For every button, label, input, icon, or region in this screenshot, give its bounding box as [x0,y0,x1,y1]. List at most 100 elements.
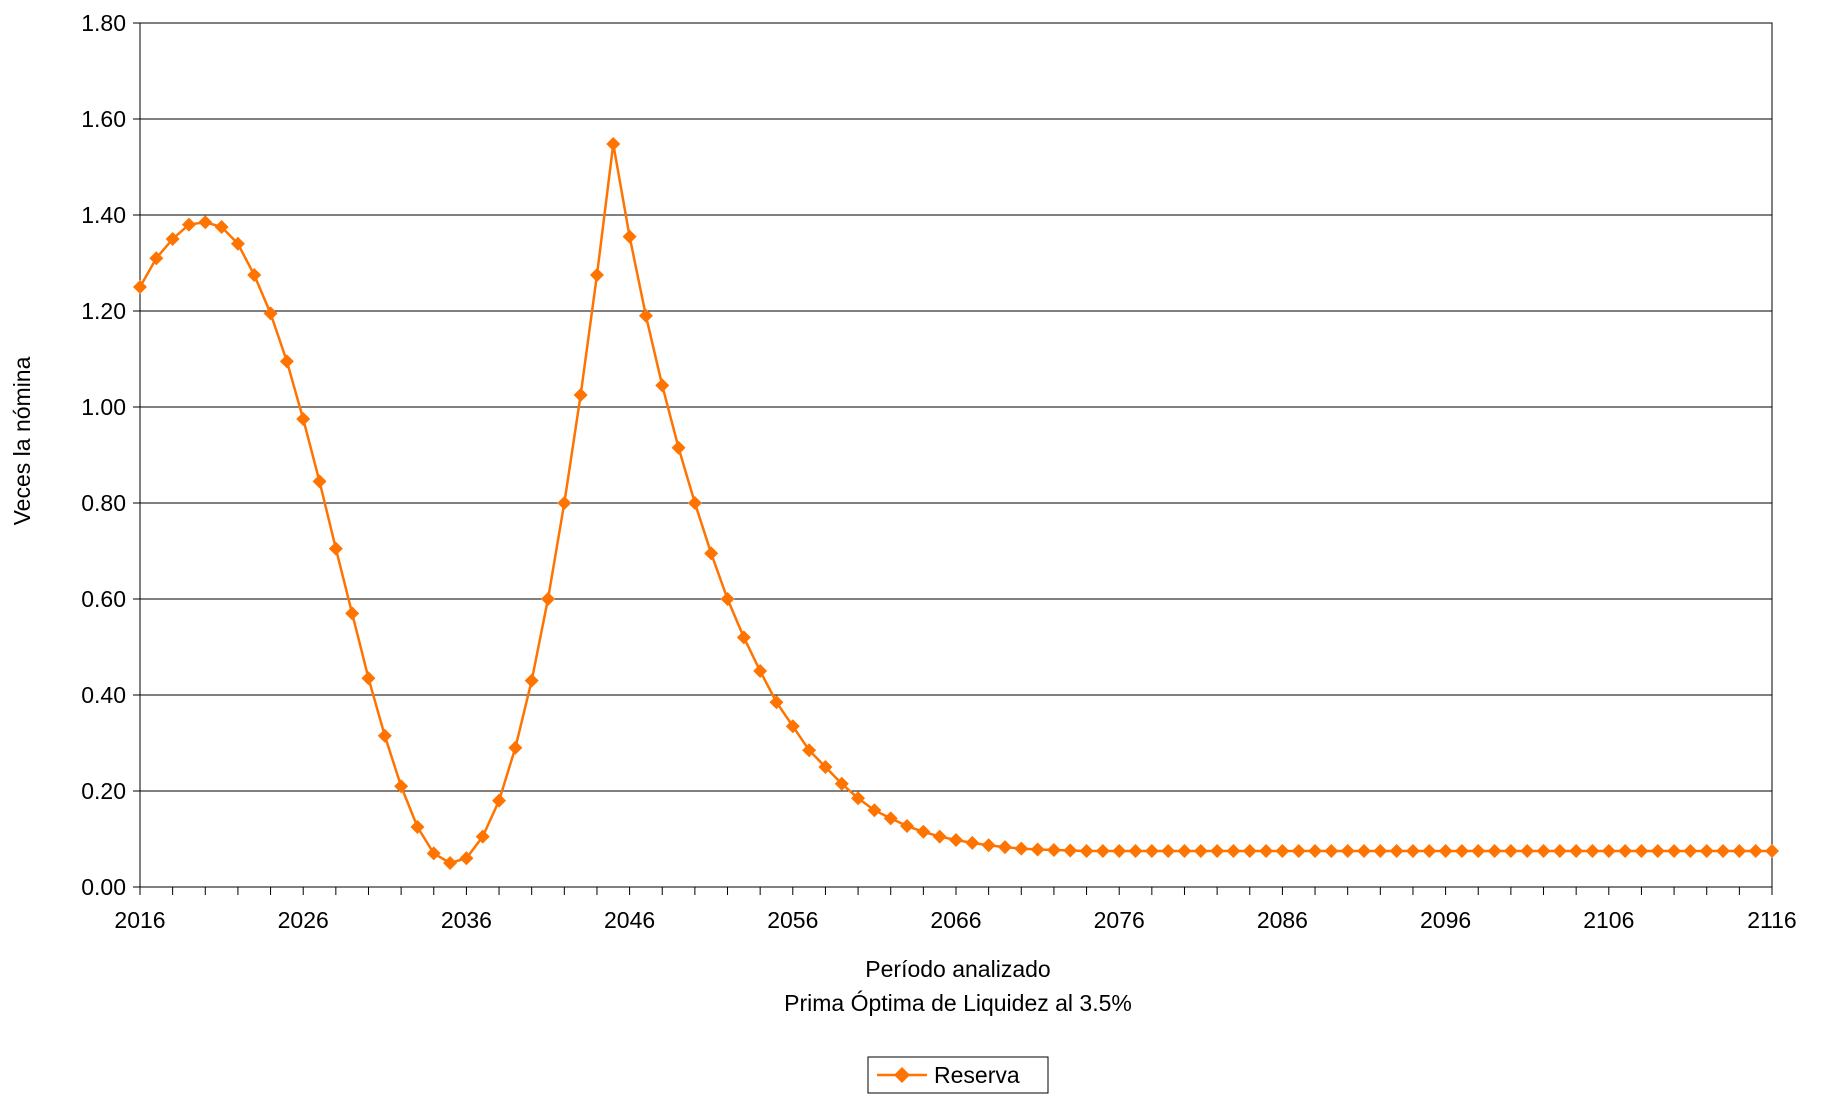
data-point [753,664,768,678]
data-point [1471,844,1486,858]
data-point [1357,844,1371,858]
x-tick-label: 2026 [278,907,329,933]
data-point [1291,844,1306,858]
data-point [1226,844,1241,858]
data-point [769,695,784,710]
data-point [1210,844,1225,858]
data-point [410,820,425,834]
data-point [508,740,523,755]
data-point [1112,844,1127,858]
x-tick-label: 2046 [604,907,655,933]
legend-marker-icon [894,1067,910,1083]
data-point [655,378,670,393]
data-point [361,671,376,686]
data-point [394,779,409,794]
data-point [296,412,311,426]
series-reserva [133,136,1779,870]
data-point [589,268,604,282]
data-point [263,306,278,321]
data-point [1634,844,1649,858]
data-point [149,251,164,266]
x-tick-label: 2056 [767,907,818,933]
data-point [426,846,441,861]
legend-label-reserva: Reserva [934,1062,1020,1088]
data-point [932,829,947,844]
data-point [557,496,572,510]
data-point [883,811,898,826]
data-point [981,838,996,853]
data-point [1422,844,1437,858]
data-point [1699,844,1714,858]
data-point [541,592,555,606]
data-point [1487,844,1502,858]
data-point [949,832,963,847]
data-point [345,606,360,621]
data-point [198,215,213,230]
data-point [1275,844,1290,858]
data-point [1046,843,1061,858]
x-tick-label: 2066 [930,907,981,933]
y-tick-label: 1.60 [81,106,126,132]
data-point [377,728,392,743]
data-point [1569,844,1584,858]
data-point [997,840,1012,855]
x-tick-label: 2106 [1583,907,1634,933]
data-point [475,829,490,844]
y-tick-label: 0.80 [81,490,126,516]
data-point [1552,844,1567,858]
y-tick-label: 1.40 [81,202,126,228]
data-point [638,308,653,323]
x-tick-label: 2116 [1747,907,1796,933]
data-point [785,719,800,734]
data-point [1585,844,1600,858]
data-point [1438,844,1453,858]
data-point [181,217,196,232]
data-point [1536,844,1551,858]
data-point [1732,844,1747,858]
x-tick-label: 2076 [1094,907,1145,933]
data-point [1324,844,1339,858]
gridlines [140,22,1772,792]
data-point [916,824,931,839]
data-point [1373,844,1388,858]
data-point [1748,844,1763,858]
data-point [1259,844,1274,858]
data-point [1030,842,1045,857]
data-point [1161,844,1176,858]
data-point [834,776,849,791]
y-tick-label: 0.60 [81,586,126,612]
data-point [1144,844,1159,858]
data-point [671,440,686,455]
data-point [965,835,980,850]
y-tick-label: 1.20 [81,298,126,324]
y-tick-label: 1.00 [81,394,126,420]
data-point [687,496,702,510]
x-tick-labels: 2016 2026 2036 2046 2056 2066 2076 2086 2096 2106… [114,907,1796,933]
data-point [1095,844,1110,858]
data-point [443,856,458,870]
y-tick-labels: 0.00 0.20 0.40 0.60 0.80 1.00 1.20 1.40 1.60 1.80 [81,10,126,900]
data-point [818,760,833,774]
data-point [1618,844,1633,858]
data-point [1340,844,1355,858]
data-point [165,232,180,246]
plot-area-border [139,22,1773,888]
x-tick-label: 2086 [1257,907,1308,933]
data-point [1128,844,1143,858]
data-point [720,592,735,606]
data-point [1014,841,1029,856]
legend: Reserva [867,1056,1049,1094]
data-point [1716,844,1731,858]
x-tick-label: 2016 [114,907,165,933]
data-point [851,791,866,806]
y-axis-title: Veces la nómina [9,356,35,525]
x-tick-label: 2096 [1420,907,1471,933]
data-point [459,851,474,866]
data-point [1193,844,1208,858]
data-point [328,541,343,556]
data-point [1765,844,1779,858]
data-point [1308,844,1323,858]
data-point [606,136,621,151]
y-tick-label: 1.80 [81,10,126,36]
chart-subtitle: Prima Óptima de Liquidez al 3.5% [784,990,1132,1016]
